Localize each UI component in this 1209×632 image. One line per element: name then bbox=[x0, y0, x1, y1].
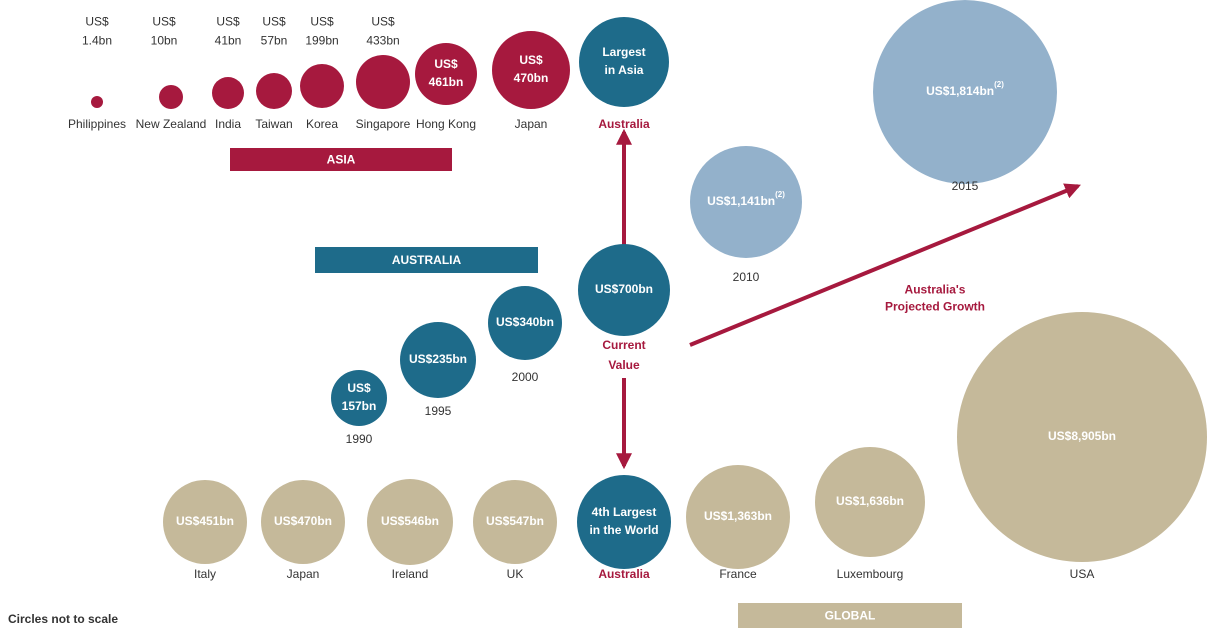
region-label: ASIA bbox=[327, 153, 356, 167]
bubble bbox=[415, 43, 477, 105]
year-label: 2000 bbox=[512, 370, 539, 384]
value-label: US$1,636bn bbox=[836, 494, 904, 508]
value-label: US$ bbox=[262, 15, 286, 29]
value-label: Largest bbox=[602, 45, 645, 59]
bubble bbox=[488, 286, 562, 360]
year-label: 1995 bbox=[425, 404, 452, 418]
value-label: 157bn bbox=[342, 399, 377, 413]
country-label: Luxembourg bbox=[837, 567, 904, 581]
value-label: 461bn bbox=[429, 75, 464, 89]
value-label: US$1,141bn(2) bbox=[707, 190, 785, 208]
bubble bbox=[356, 55, 410, 109]
value-label: in the World bbox=[589, 523, 658, 537]
bubble bbox=[686, 465, 790, 569]
value-label: US$ bbox=[216, 15, 240, 29]
region-bar bbox=[230, 148, 452, 171]
value-label: US$ bbox=[85, 15, 109, 29]
country-label: Hong Kong bbox=[416, 117, 476, 131]
bubble bbox=[579, 17, 669, 107]
bubble bbox=[212, 77, 244, 109]
bubble bbox=[367, 479, 453, 565]
country-label: India bbox=[215, 117, 241, 131]
value-text: US$1,141bn bbox=[707, 194, 775, 208]
growth-label: Projected Growth bbox=[885, 300, 985, 314]
year-label: 1990 bbox=[346, 432, 373, 446]
bubble bbox=[400, 322, 476, 398]
value-label: 433bn bbox=[366, 34, 399, 48]
country-label: Singapore bbox=[356, 117, 411, 131]
bubble bbox=[261, 480, 345, 564]
value-label: US$1,814bn(2) bbox=[926, 80, 1004, 98]
current-label: Current bbox=[602, 338, 645, 352]
bubble bbox=[163, 480, 247, 564]
value-label: US$ bbox=[152, 15, 176, 29]
country-label: Japan bbox=[515, 117, 548, 131]
bubble bbox=[473, 480, 557, 564]
value-label: 4th Largest bbox=[592, 505, 657, 519]
year-label: 2010 bbox=[733, 270, 760, 284]
country-label: New Zealand bbox=[136, 117, 207, 131]
value-label: US$ bbox=[371, 15, 395, 29]
value-label: US$451bn bbox=[176, 514, 234, 528]
value-label: US$ bbox=[434, 57, 458, 71]
bubble bbox=[815, 447, 925, 557]
growth-label: Australia's bbox=[905, 283, 966, 297]
value-label: US$235bn bbox=[409, 352, 467, 366]
footnote: Circles not to scale bbox=[8, 612, 118, 626]
bubble bbox=[300, 64, 344, 108]
value-label: US$470bn bbox=[274, 514, 332, 528]
region-bar bbox=[738, 603, 962, 628]
value-text: US$1,814bn bbox=[926, 84, 994, 98]
bubble bbox=[577, 475, 671, 569]
bubble bbox=[873, 0, 1057, 184]
value-label: 470bn bbox=[514, 71, 549, 85]
value-label: US$340bn bbox=[496, 315, 554, 329]
bubble bbox=[957, 312, 1207, 562]
value-label: 199bn bbox=[305, 34, 338, 48]
current-label: Value bbox=[608, 358, 640, 372]
value-label: US$ bbox=[310, 15, 334, 29]
value-label: 57bn bbox=[261, 34, 288, 48]
bubble bbox=[91, 96, 103, 108]
region-bar bbox=[315, 247, 538, 273]
bubble bbox=[331, 370, 387, 426]
bubble bbox=[492, 31, 570, 109]
value-label: 10bn bbox=[151, 34, 178, 48]
value-label: 41bn bbox=[215, 34, 242, 48]
value-label: US$1,363bn bbox=[704, 509, 772, 523]
value-label: US$ bbox=[347, 381, 371, 395]
growth-arrow bbox=[689, 183, 1081, 347]
value-label: US$ bbox=[519, 53, 543, 67]
country-label: Taiwan bbox=[255, 117, 292, 131]
country-label: France bbox=[719, 567, 757, 581]
country-label: Ireland bbox=[392, 567, 429, 581]
year-label: 2015 bbox=[952, 179, 979, 193]
country-label: Italy bbox=[194, 567, 216, 581]
region-label: GLOBAL bbox=[825, 609, 876, 623]
country-label: Korea bbox=[306, 117, 338, 131]
region-label: AUSTRALIA bbox=[392, 253, 462, 267]
note: (2) bbox=[775, 190, 785, 199]
country-label: UK bbox=[507, 567, 524, 581]
value-label: US$546bn bbox=[381, 514, 439, 528]
bubble bbox=[256, 73, 292, 109]
country-label: USA bbox=[1070, 567, 1095, 581]
value-label: 1.4bn bbox=[82, 34, 112, 48]
bubble bbox=[159, 85, 183, 109]
bubble bbox=[690, 146, 802, 258]
country-label: Australia bbox=[598, 567, 650, 581]
country-label: Philippines bbox=[68, 117, 126, 131]
value-label: in Asia bbox=[605, 63, 644, 77]
value-label: US$700bn bbox=[595, 282, 653, 296]
note: (2) bbox=[994, 80, 1004, 89]
value-label: US$8,905bn bbox=[1048, 429, 1116, 443]
bubble bbox=[578, 244, 670, 336]
value-label: US$547bn bbox=[486, 514, 544, 528]
country-label: Japan bbox=[287, 567, 320, 581]
country-label: Australia bbox=[598, 117, 650, 131]
